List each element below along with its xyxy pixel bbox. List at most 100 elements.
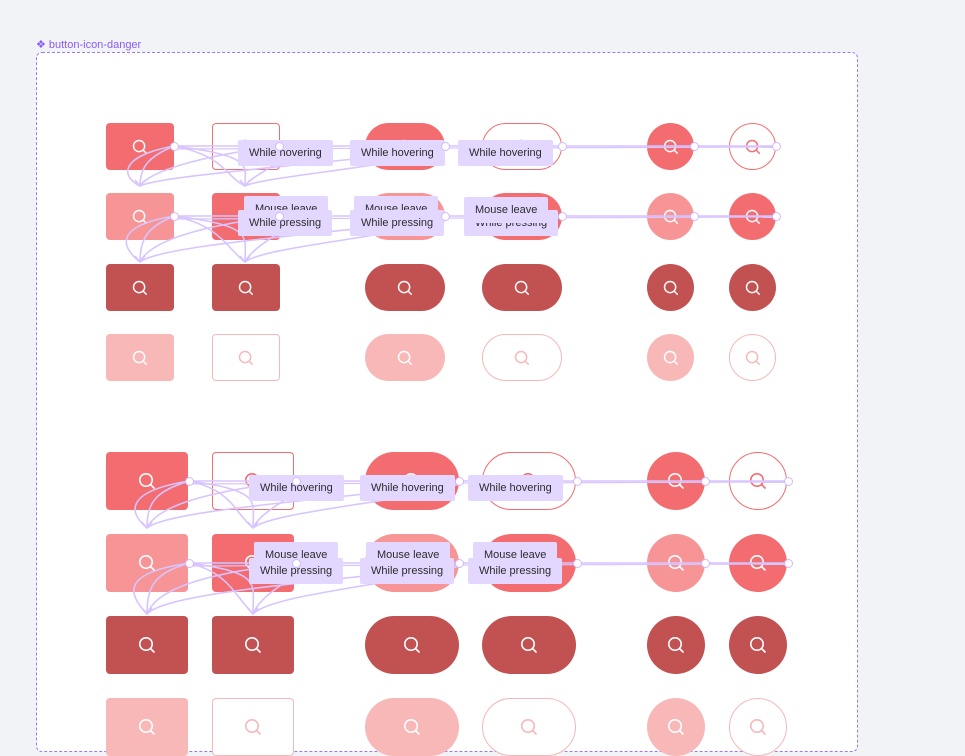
search-icon xyxy=(663,280,678,295)
danger-icon-button-square-filled-disabled[interactable] xyxy=(106,334,174,381)
connector-handle[interactable] xyxy=(783,558,793,568)
connector-handle[interactable] xyxy=(689,211,699,221)
danger-icon-button-circle-filled-default[interactable] xyxy=(647,123,694,170)
connector-handle[interactable] xyxy=(440,141,450,151)
interaction-label-hover[interactable]: While hovering xyxy=(360,475,455,501)
search-icon xyxy=(745,139,760,154)
danger-icon-button-circle-filled-default[interactable] xyxy=(647,452,705,510)
danger-icon-button-circle-outline-disabled[interactable] xyxy=(729,698,787,756)
danger-icon-button-circle-outline-hover[interactable] xyxy=(729,534,787,592)
danger-icon-button-pill-filled-disabled[interactable] xyxy=(365,698,459,756)
search-icon xyxy=(238,280,254,295)
danger-icon-button-circle-filled-hover[interactable] xyxy=(647,193,694,240)
connector-handle[interactable] xyxy=(291,558,301,568)
connector-handle[interactable] xyxy=(700,476,710,486)
component-icon: ❖ xyxy=(36,39,46,51)
danger-icon-button-pill-filled-pressed[interactable] xyxy=(365,264,445,311)
connector-handle[interactable] xyxy=(274,211,284,221)
connector-handle[interactable] xyxy=(184,476,194,486)
interaction-label-hover[interactable]: While hovering xyxy=(468,475,563,501)
danger-icon-button-circle-outline-default[interactable] xyxy=(729,123,776,170)
danger-icon-button-circle-filled-disabled[interactable] xyxy=(647,698,705,756)
search-icon xyxy=(404,719,420,735)
danger-icon-button-circle-filled-pressed[interactable] xyxy=(647,264,694,311)
search-icon xyxy=(750,637,766,653)
interaction-label-hover[interactable]: While hovering xyxy=(238,140,333,166)
search-icon xyxy=(404,637,420,653)
connector-handle[interactable] xyxy=(440,211,450,221)
danger-icon-button-circle-outline-hover[interactable] xyxy=(729,193,776,240)
interaction-label-press[interactable]: While pressing xyxy=(350,210,445,236)
danger-icon-button-square-filled-default[interactable] xyxy=(106,123,174,170)
search-icon xyxy=(668,473,684,489)
connector-handle[interactable] xyxy=(291,476,301,486)
danger-icon-button-square-filled-hover[interactable] xyxy=(106,534,188,592)
connector-handle[interactable] xyxy=(572,558,582,568)
connector-handle[interactable] xyxy=(700,558,710,568)
interaction-label-press[interactable]: While pressing xyxy=(468,558,563,584)
connector-handle[interactable] xyxy=(771,141,781,151)
danger-icon-button-pill-filled-pressed[interactable] xyxy=(365,616,459,674)
connector-handle[interactable] xyxy=(771,211,781,221)
connector-handle[interactable] xyxy=(783,476,793,486)
search-icon xyxy=(521,719,537,735)
connector-handle[interactable] xyxy=(184,558,194,568)
danger-icon-button-pill-outline-disabled[interactable] xyxy=(482,334,562,381)
interaction-label-hover[interactable]: While hovering xyxy=(458,140,553,166)
danger-icon-button-circle-outline-default[interactable] xyxy=(729,452,787,510)
search-icon xyxy=(750,719,766,735)
interaction-label-press[interactable]: While pressing xyxy=(238,210,333,236)
search-icon xyxy=(132,209,148,224)
search-icon xyxy=(745,350,760,365)
connector-handle[interactable] xyxy=(557,141,567,151)
danger-icon-button-square-outline-disabled[interactable] xyxy=(212,334,280,381)
danger-icon-button-circle-filled-hover[interactable] xyxy=(647,534,705,592)
danger-icon-button-pill-outline-disabled[interactable] xyxy=(482,698,576,756)
danger-icon-button-square-filled-pressed[interactable] xyxy=(106,264,174,311)
connector-handle[interactable] xyxy=(557,211,567,221)
danger-icon-button-circle-outline-pressed[interactable] xyxy=(729,616,787,674)
connector-handle[interactable] xyxy=(454,558,464,568)
danger-icon-button-square-filled-default[interactable] xyxy=(106,452,188,510)
danger-icon-button-pill-filled-disabled[interactable] xyxy=(365,334,445,381)
search-icon xyxy=(750,473,766,489)
search-icon xyxy=(745,280,760,295)
connector-handle[interactable] xyxy=(689,141,699,151)
interaction-label-leave[interactable]: Mouse leave xyxy=(464,197,549,223)
search-icon xyxy=(238,350,254,365)
search-icon xyxy=(397,280,413,295)
search-icon xyxy=(521,637,537,653)
connector-handle[interactable] xyxy=(454,476,464,486)
danger-icon-button-square-filled-pressed[interactable] xyxy=(106,616,188,674)
search-icon xyxy=(663,209,678,224)
frame-title[interactable]: ❖ button-icon-danger xyxy=(36,38,141,52)
danger-icon-button-square-outline-disabled[interactable] xyxy=(212,698,294,756)
search-icon xyxy=(663,350,678,365)
search-icon xyxy=(132,350,148,365)
danger-icon-button-pill-outline-pressed[interactable] xyxy=(482,616,576,674)
interaction-label-press[interactable]: While pressing xyxy=(360,558,455,584)
search-icon xyxy=(745,209,760,224)
search-icon xyxy=(139,473,155,489)
danger-icon-button-circle-outline-disabled[interactable] xyxy=(729,334,776,381)
search-icon xyxy=(668,555,684,571)
search-icon xyxy=(139,719,155,735)
danger-icon-button-circle-outline-pressed[interactable] xyxy=(729,264,776,311)
danger-icon-button-circle-filled-pressed[interactable] xyxy=(647,616,705,674)
danger-icon-button-square-filled-disabled[interactable] xyxy=(106,698,188,756)
danger-icon-button-circle-filled-disabled[interactable] xyxy=(647,334,694,381)
search-icon xyxy=(139,555,155,571)
connector-handle[interactable] xyxy=(274,141,284,151)
search-icon xyxy=(245,637,261,653)
connector-handle[interactable] xyxy=(572,476,582,486)
search-icon xyxy=(245,719,261,735)
danger-icon-button-square-filled-hover[interactable] xyxy=(106,193,174,240)
interaction-label-hover[interactable]: While hovering xyxy=(350,140,445,166)
danger-icon-button-square-outline-pressed[interactable] xyxy=(212,616,294,674)
search-icon xyxy=(668,719,684,735)
danger-icon-button-square-outline-pressed[interactable] xyxy=(212,264,280,311)
danger-icon-button-pill-outline-pressed[interactable] xyxy=(482,264,562,311)
search-icon xyxy=(132,139,148,154)
connector-handle[interactable] xyxy=(169,211,179,221)
connector-handle[interactable] xyxy=(169,141,179,151)
